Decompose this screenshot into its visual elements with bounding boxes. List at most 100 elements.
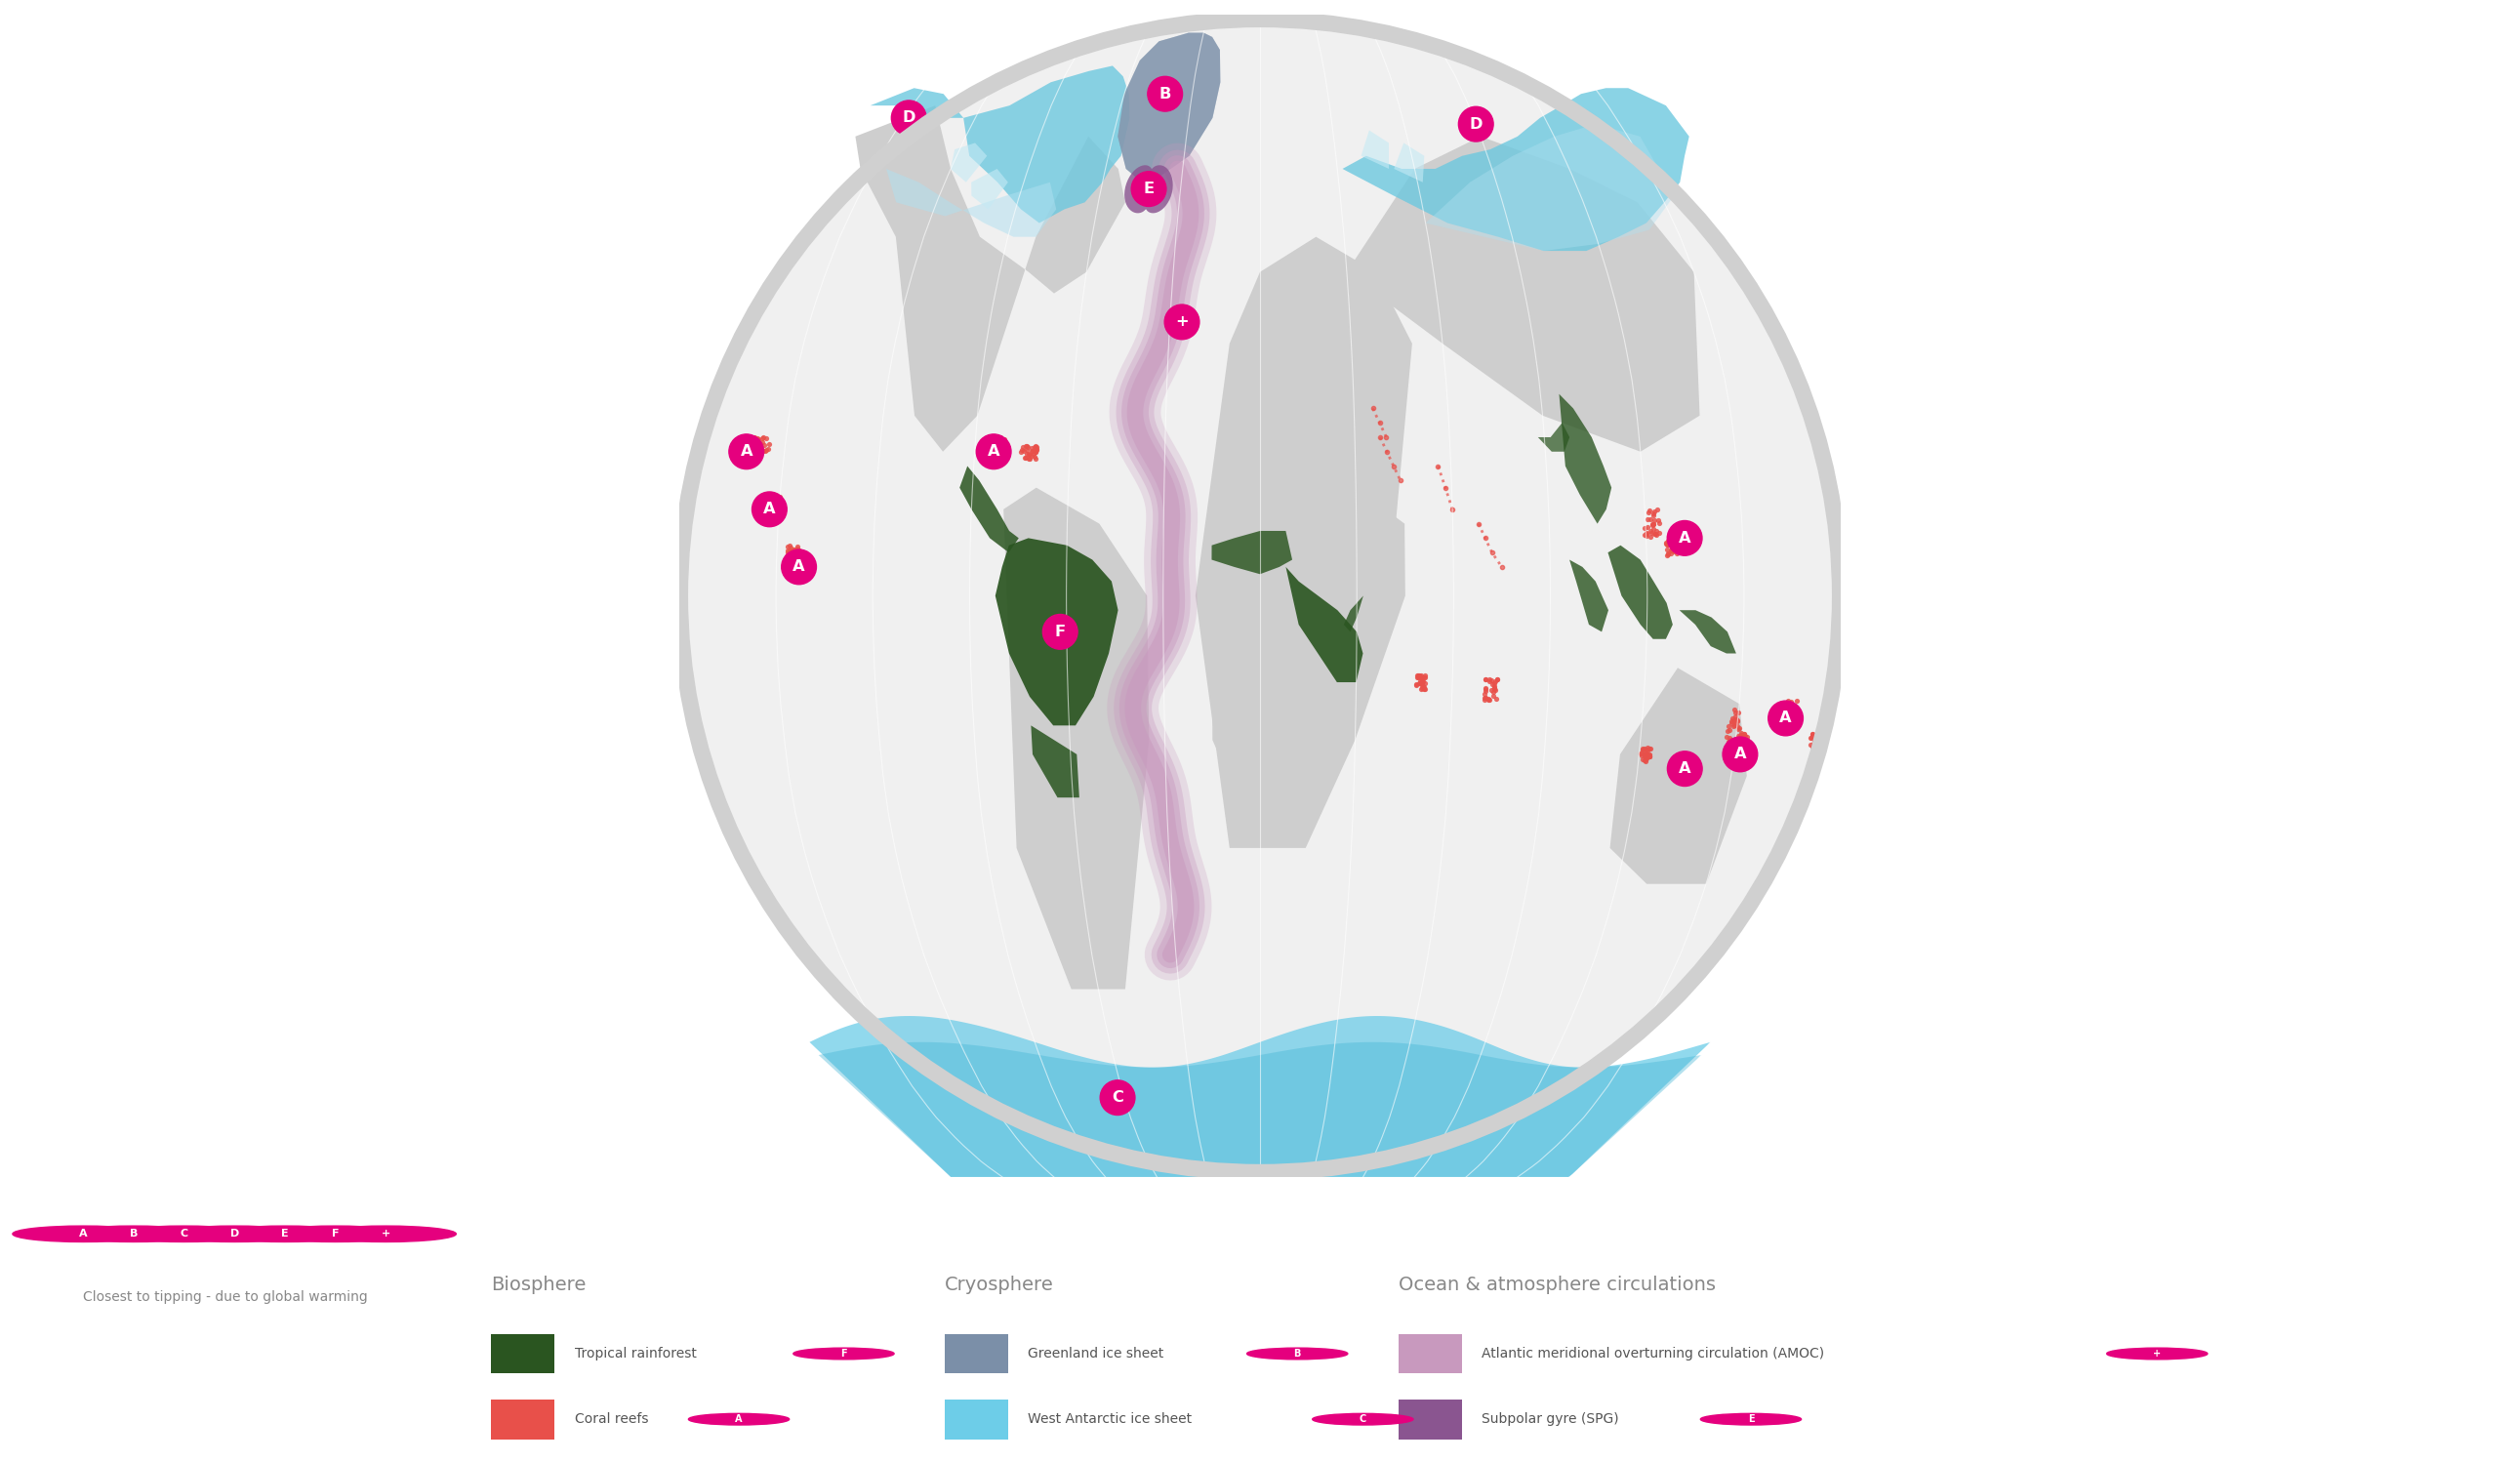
Point xyxy=(731,439,771,462)
Point xyxy=(1011,439,1051,462)
Point xyxy=(738,437,779,461)
Point xyxy=(1716,730,1756,753)
Point xyxy=(1628,744,1668,768)
Point xyxy=(756,494,796,518)
Point xyxy=(746,497,786,520)
Point xyxy=(1005,434,1046,458)
Point xyxy=(738,433,779,456)
Point xyxy=(751,484,791,507)
Point xyxy=(1625,750,1666,773)
Circle shape xyxy=(1313,1414,1414,1425)
Point xyxy=(1399,667,1439,690)
Point xyxy=(1651,528,1691,551)
Point xyxy=(1797,731,1837,754)
Point xyxy=(1709,727,1749,750)
Polygon shape xyxy=(1194,237,1411,848)
Point xyxy=(776,535,816,558)
Circle shape xyxy=(728,434,764,469)
Point xyxy=(1792,735,1832,759)
Point xyxy=(963,430,1003,453)
Text: +: + xyxy=(1174,314,1189,329)
Point xyxy=(736,436,776,459)
Point xyxy=(1656,537,1696,560)
Point xyxy=(1404,671,1444,694)
Text: E: E xyxy=(282,1230,287,1238)
Point xyxy=(1716,747,1756,770)
Point xyxy=(1714,750,1754,773)
Point xyxy=(1764,703,1804,727)
Point xyxy=(1716,705,1756,728)
Point xyxy=(1005,443,1046,466)
Point xyxy=(1774,703,1814,727)
Polygon shape xyxy=(1124,165,1172,213)
Point xyxy=(1794,724,1835,747)
Point xyxy=(1630,737,1671,760)
Circle shape xyxy=(265,1227,406,1241)
Point xyxy=(1714,728,1754,751)
Point xyxy=(985,430,1026,453)
Text: A: A xyxy=(78,1230,88,1238)
Point xyxy=(1772,692,1812,715)
Point xyxy=(1635,522,1676,545)
Point xyxy=(1719,716,1759,740)
Text: E: E xyxy=(1144,181,1154,196)
Polygon shape xyxy=(1212,531,1293,575)
Polygon shape xyxy=(1394,143,1424,183)
Point xyxy=(771,542,811,566)
Point xyxy=(1396,664,1436,687)
Point xyxy=(1797,734,1837,757)
Point xyxy=(774,538,814,561)
Point xyxy=(1709,715,1749,738)
Point xyxy=(1772,702,1812,725)
Text: Tropical rainforest: Tropical rainforest xyxy=(575,1347,696,1361)
Point xyxy=(1404,670,1444,693)
Point xyxy=(769,539,809,563)
Point xyxy=(769,534,809,557)
Point xyxy=(1628,507,1668,531)
Point xyxy=(1767,709,1807,732)
Point xyxy=(1623,749,1663,772)
Point xyxy=(1716,740,1756,763)
Point xyxy=(743,427,784,450)
Point xyxy=(1625,749,1666,772)
Point xyxy=(774,541,814,564)
Point xyxy=(756,496,796,519)
Point xyxy=(1013,446,1053,469)
Point xyxy=(1625,522,1666,545)
Point xyxy=(756,485,796,509)
Point xyxy=(1625,747,1666,770)
Point xyxy=(1633,522,1673,545)
Point xyxy=(1011,436,1051,459)
Point xyxy=(1625,743,1666,766)
Point xyxy=(1719,730,1759,753)
Text: A: A xyxy=(1678,762,1691,776)
Point xyxy=(1716,709,1756,732)
Point xyxy=(1656,537,1696,560)
Circle shape xyxy=(13,1227,154,1241)
Point xyxy=(741,433,781,456)
Point xyxy=(771,537,811,560)
Point xyxy=(1401,671,1441,694)
Point xyxy=(751,494,791,518)
Text: A: A xyxy=(741,444,753,459)
Polygon shape xyxy=(970,168,1008,209)
Text: A: A xyxy=(764,501,776,516)
Circle shape xyxy=(781,550,816,585)
Point xyxy=(1472,670,1512,693)
Point xyxy=(1625,744,1666,768)
Point xyxy=(1646,534,1686,557)
Point xyxy=(748,490,789,513)
Point xyxy=(1792,724,1832,747)
Point xyxy=(1648,542,1688,566)
Point xyxy=(1716,741,1756,765)
Point xyxy=(1011,444,1051,468)
Point xyxy=(1625,747,1666,770)
Text: E: E xyxy=(1749,1414,1754,1424)
Point xyxy=(1792,722,1832,746)
Point xyxy=(1769,708,1809,731)
Point xyxy=(1404,675,1444,699)
Point xyxy=(1406,665,1446,689)
Point xyxy=(1630,525,1671,548)
Polygon shape xyxy=(1346,136,1698,452)
Text: Ocean & atmosphere circulations: Ocean & atmosphere circulations xyxy=(1399,1276,1716,1294)
